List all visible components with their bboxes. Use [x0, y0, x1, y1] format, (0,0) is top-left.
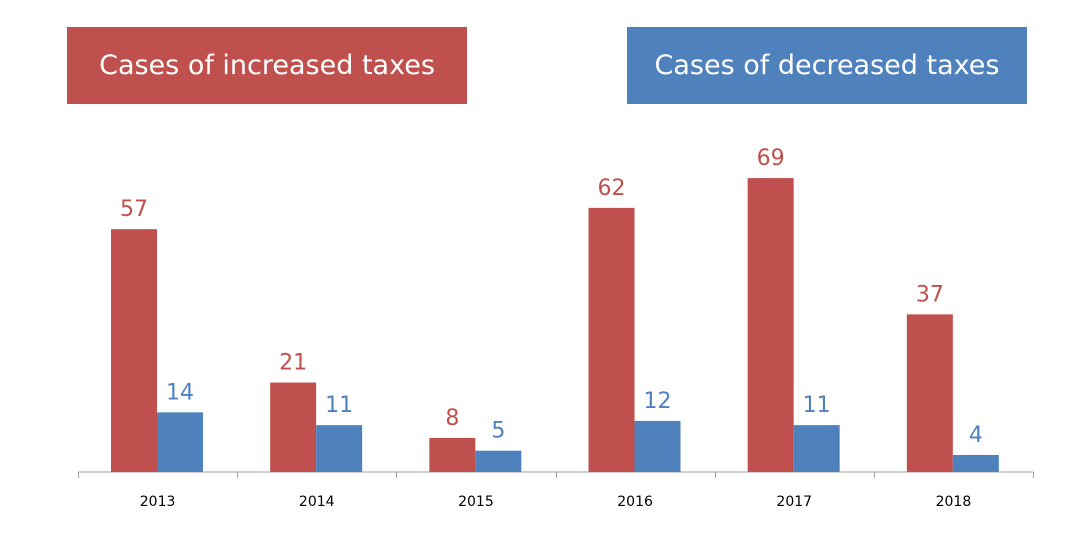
category-label-2016: 2016 [617, 494, 653, 510]
data-label-decreased-2018: 4 [969, 423, 983, 448]
bar-decreased-2015 [475, 450, 522, 472]
bar-decreased-2014 [316, 425, 363, 472]
bar-increased-2015 [429, 437, 476, 472]
data-label-increased-2014: 21 [279, 351, 307, 376]
bar-increased-2016 [588, 207, 635, 472]
data-label-decreased-2013: 14 [166, 380, 194, 405]
bar-increased-2014 [270, 382, 317, 472]
data-label-decreased-2014: 11 [325, 393, 353, 418]
bar-increased-2018 [906, 314, 953, 472]
data-label-decreased-2016: 12 [644, 389, 672, 414]
bar-decreased-2016 [634, 420, 681, 472]
x-axis [78, 471, 1034, 478]
bar-decreased-2013 [157, 412, 203, 472]
data-label-increased-2017: 69 [757, 146, 785, 171]
legend-increased-taxes: Cases of increased taxes [67, 27, 467, 104]
bar-decreased-2017 [793, 425, 840, 472]
legend-increased-label: Cases of increased taxes [99, 50, 435, 81]
bars [111, 178, 999, 472]
category-labels: 2013 2014 2015 2016 2017 2018 [140, 494, 971, 510]
category-label-2015: 2015 [458, 494, 494, 510]
category-label-2018: 2018 [936, 494, 972, 510]
data-label-decreased-2017: 11 [803, 393, 831, 418]
category-label-2014: 2014 [299, 494, 335, 510]
data-label-increased-2015: 8 [445, 406, 459, 431]
data-labels: 57 14 21 11 8 5 62 12 69 11 37 4 [120, 146, 983, 448]
data-label-increased-2016: 62 [598, 176, 626, 201]
legend-decreased-label: Cases of decreased taxes [654, 50, 1000, 81]
bar-increased-2017 [747, 178, 794, 472]
category-label-2017: 2017 [776, 494, 812, 510]
bar-increased-2013 [111, 229, 157, 472]
data-label-increased-2018: 37 [916, 282, 944, 307]
bar-decreased-2018 [952, 454, 999, 472]
legend-decreased-taxes: Cases of decreased taxes [627, 27, 1027, 104]
data-label-decreased-2015: 5 [491, 419, 505, 444]
data-label-increased-2013: 57 [120, 197, 148, 222]
category-label-2013: 2013 [140, 494, 176, 510]
